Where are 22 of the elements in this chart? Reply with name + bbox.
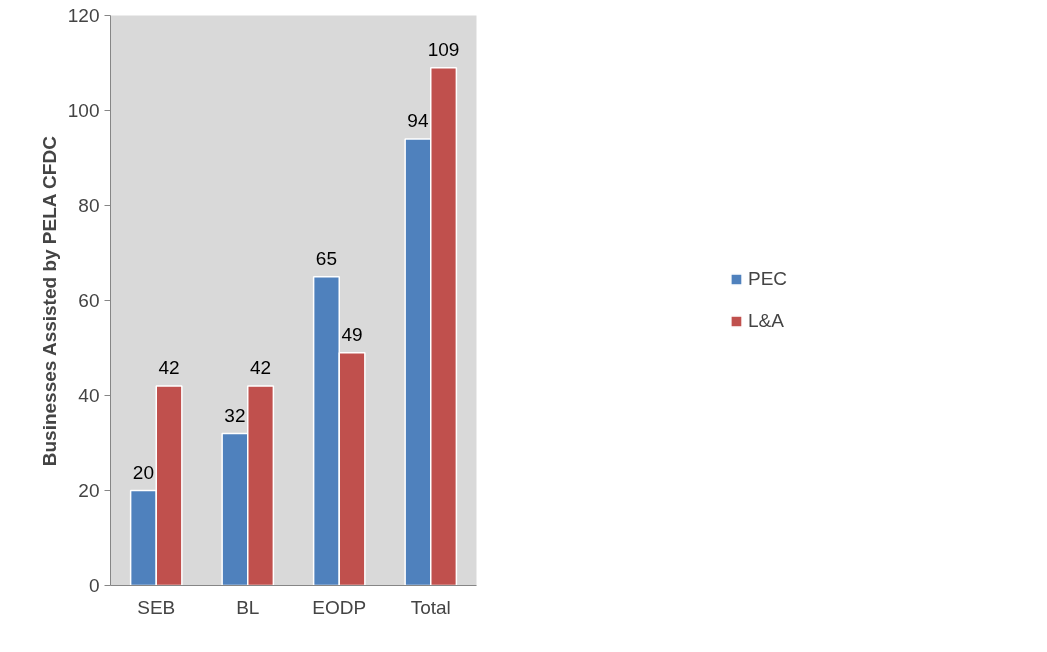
data-label: 109 (427, 38, 460, 60)
y-tick-label: 0 (88, 575, 100, 596)
y-tick-label: 100 (67, 100, 100, 121)
x-tick-label: EODP (312, 596, 367, 618)
legend-label: PEC (747, 268, 788, 290)
x-tick-label: Total (410, 596, 451, 618)
y-tick-label: 120 (67, 5, 100, 26)
y-tick-label: 80 (78, 195, 100, 216)
data-label: 20 (132, 461, 155, 483)
x-tick-label: SEB (137, 596, 176, 618)
x-tick-label: BL (236, 596, 260, 618)
legend-label: L&A (747, 310, 784, 332)
data-label: 65 (315, 247, 338, 269)
y-tick-label: 40 (78, 385, 100, 406)
y-tick-label: 60 (78, 290, 100, 311)
data-label: 94 (407, 110, 429, 131)
y-axis-title: Businesses Assisted by PELA CFDC (38, 135, 60, 467)
data-label: 42 (158, 357, 180, 378)
data-label: 32 (224, 404, 246, 426)
data-label: 49 (341, 323, 363, 345)
data-label: 42 (249, 357, 272, 378)
y-tick-label: 20 (78, 480, 100, 501)
